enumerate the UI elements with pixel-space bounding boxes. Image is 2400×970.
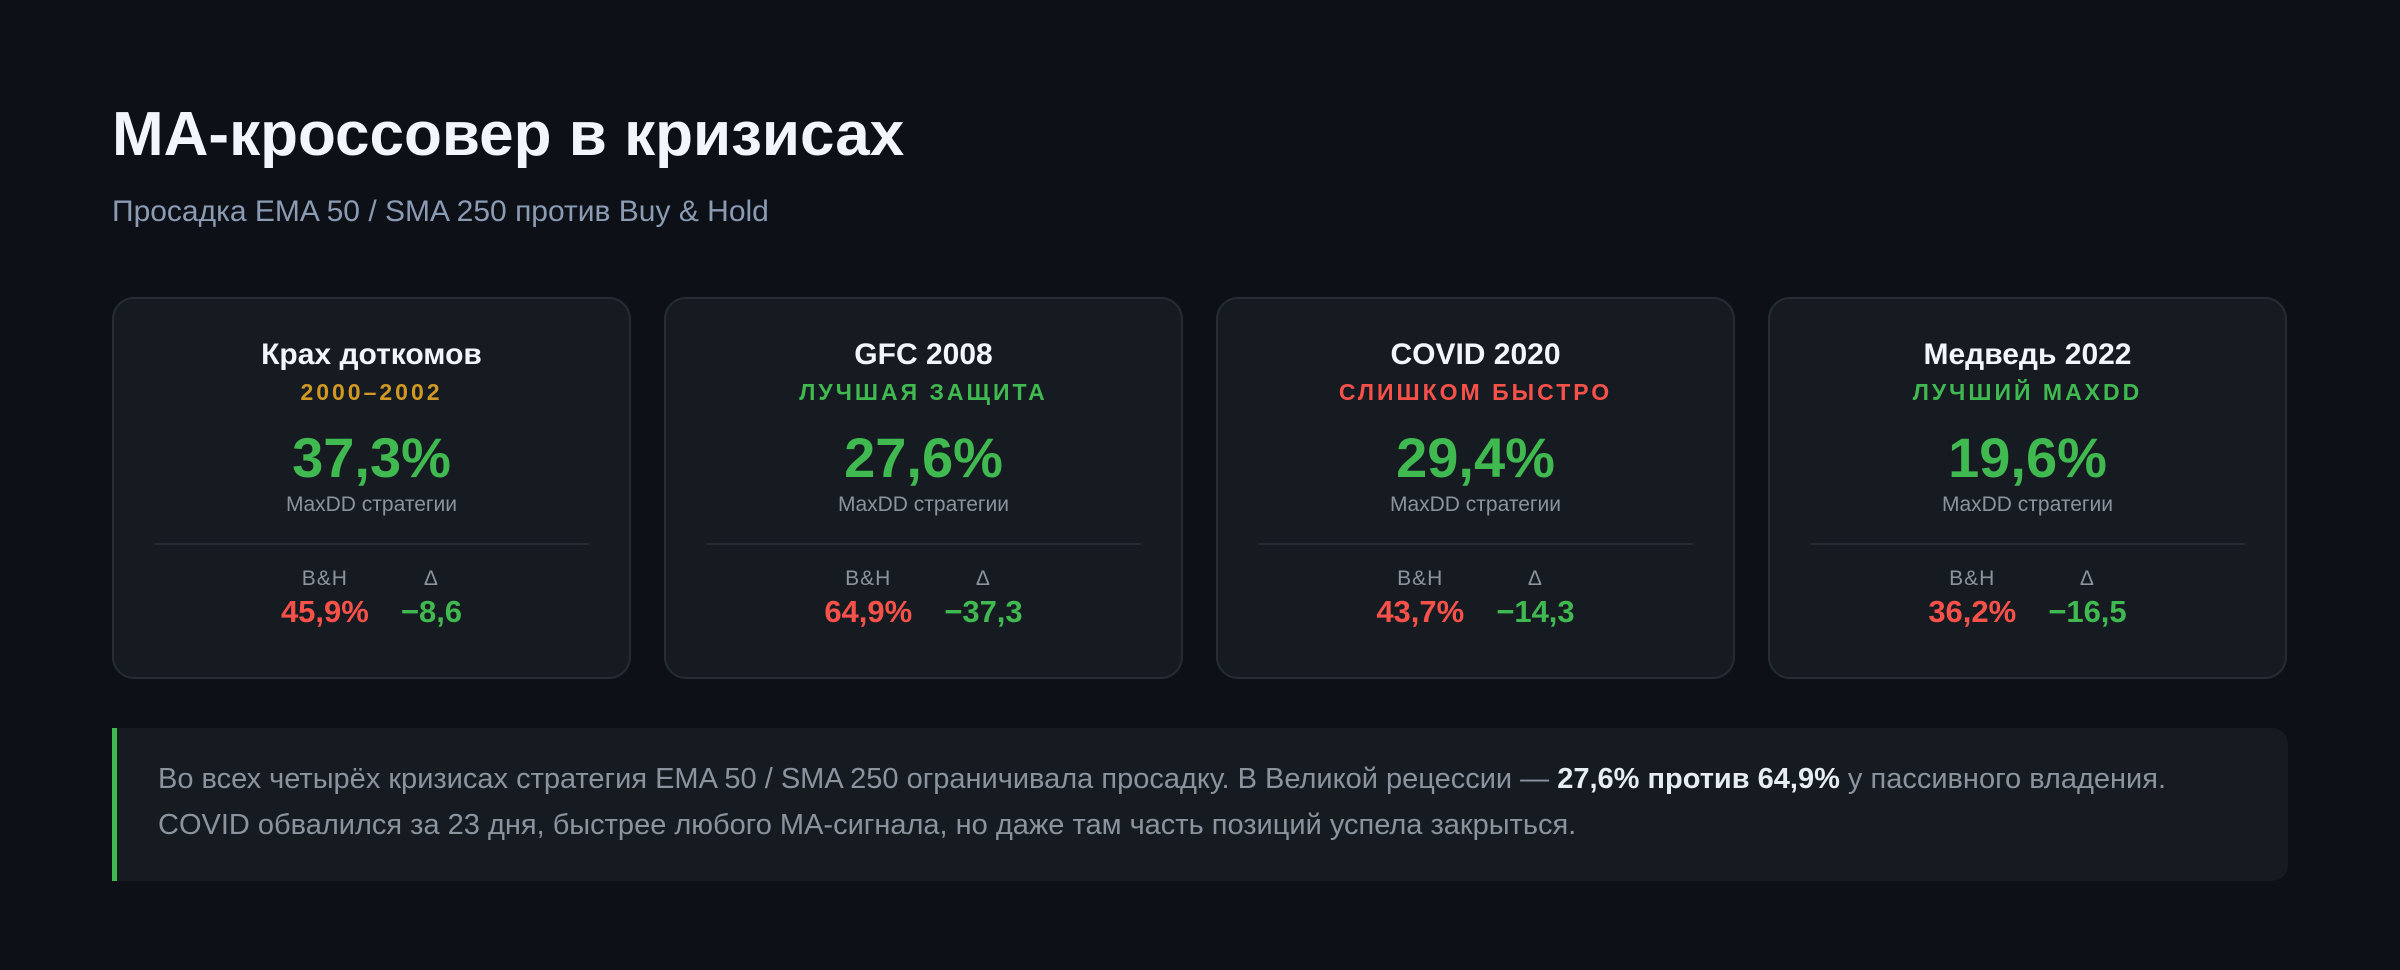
content: MA-кроссовер в кризисах Просадка EMA 50 … <box>112 100 2288 881</box>
stat-label: B&H <box>1397 567 1444 590</box>
stat-value: 64,9% <box>824 594 913 629</box>
title: MA-кроссовер в кризисах <box>112 100 905 169</box>
card-title: Медведь 2022 <box>1923 338 2132 371</box>
stat-value: 45,9% <box>280 594 369 629</box>
maxdd-value: 37,3% <box>292 426 451 489</box>
maxdd-value: 19,6% <box>1948 426 2107 489</box>
stat-label: B&H <box>845 567 892 590</box>
card: Медведь 2022 ЛУЧШИЙ MAXDD 19,6% MaxDD страт… <box>1768 297 2287 679</box>
stat: B&H 43,7% <box>1376 565 1464 631</box>
stat: Δ −14,3 <box>1496 565 1574 631</box>
divider <box>1810 543 2245 545</box>
stat: B&H 45,9% <box>281 565 369 631</box>
stat-value: 43,7% <box>1376 594 1465 629</box>
card-tag: ЛУЧШИЙ MAXDD <box>1912 379 2143 405</box>
maxdd-label: MaxDD стратегии <box>1389 493 1562 516</box>
maxdd-label: MaxDD стратегии <box>285 493 458 516</box>
card-tag: СЛИШКОМ БЫСТРО <box>1338 379 1613 405</box>
stats: B&H 36,2% Δ −16,5 <box>1770 565 2285 631</box>
cards: Крах доткомов 2000–2002 37,3% MaxDD стратег… <box>112 297 2288 679</box>
stat: Δ −37,3 <box>944 565 1022 631</box>
card: COVID 2020 СЛИШКОМ БЫСТРО 29,4% MaxDD страт… <box>1216 297 1735 679</box>
card-tag: 2000–2002 <box>300 379 443 405</box>
divider <box>1258 543 1693 545</box>
stat: Δ −8,6 <box>401 565 462 631</box>
stats: B&H 64,9% Δ −37,3 <box>666 565 1181 631</box>
maxdd-value: 27,6% <box>844 426 1003 489</box>
stat-label: Δ <box>2079 567 2095 590</box>
subtitle: Просадка EMA 50 / SMA 250 против Buy & H… <box>112 195 769 228</box>
card-tag: ЛУЧШАЯ ЗАЩИТА <box>799 379 1048 405</box>
stats: B&H 45,9% Δ −8,6 <box>114 565 629 631</box>
maxdd-label: MaxDD стратегии <box>1941 493 2114 516</box>
note-text: Во всех четырёх кризисах стратегия EMA 5… <box>158 763 1558 795</box>
divider <box>706 543 1141 545</box>
card: GFC 2008 ЛУЧШАЯ ЗАЩИТА 27,6% MaxDD стратеги… <box>664 297 1183 679</box>
card: Крах доткомов 2000–2002 37,3% MaxDD стратег… <box>112 297 631 679</box>
note-bold: 27,6% против 64,9% <box>1557 763 1840 795</box>
card-title: GFC 2008 <box>854 338 993 371</box>
maxdd-label: MaxDD стратегии <box>837 493 1010 516</box>
stat-label: B&H <box>1949 567 1996 590</box>
card-title: Крах доткомов <box>261 338 482 371</box>
stat: Δ −16,5 <box>2048 565 2126 631</box>
stat: B&H 36,2% <box>1928 565 2016 631</box>
stat-label: Δ <box>975 567 991 590</box>
card-title: COVID 2020 <box>1390 338 1561 371</box>
divider <box>154 543 589 545</box>
stat-label: Δ <box>423 567 439 590</box>
note-text: у пассивного владения. COVID обвалился з… <box>158 763 2167 841</box>
maxdd-value: 29,4% <box>1396 426 1555 489</box>
stat-value: 36,2% <box>1928 594 2017 629</box>
stat-value: −14,3 <box>1496 594 1575 629</box>
stat: B&H 64,9% <box>824 565 912 631</box>
stat-label: B&H <box>301 567 348 590</box>
stat-value: −16,5 <box>2048 594 2127 629</box>
stat-label: Δ <box>1527 567 1543 590</box>
stat-value: −37,3 <box>944 594 1023 629</box>
stats: B&H 43,7% Δ −14,3 <box>1218 565 1733 631</box>
stat-value: −8,6 <box>400 594 463 629</box>
note: Во всех четырёх кризисах стратегия EMA 5… <box>112 728 2288 881</box>
